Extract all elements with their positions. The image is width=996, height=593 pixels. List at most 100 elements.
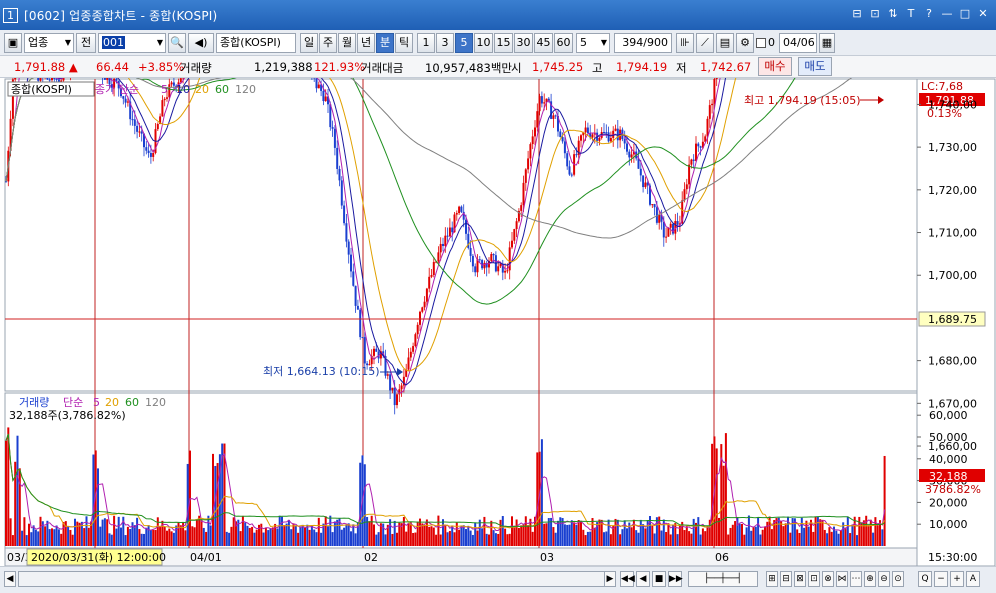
candle-up (704, 136, 707, 142)
calendar-icon[interactable]: ▦ (819, 33, 835, 53)
market-type-value: 업종 (28, 36, 49, 49)
period-tick-button[interactable]: 틱 (395, 33, 413, 53)
rewind-icon[interactable]: ◀◀ (620, 571, 635, 587)
period-day-button[interactable]: 일 (300, 33, 318, 53)
tool-3-icon[interactable]: ⊠ (794, 571, 806, 587)
volume-bar-up (782, 526, 785, 546)
period-year-button[interactable]: 년 (357, 33, 375, 53)
auto-scale-icon[interactable]: A (966, 571, 980, 587)
interval-5-button[interactable]: 5 (455, 33, 473, 53)
help-icon[interactable]: ? (926, 7, 932, 20)
font-icon[interactable]: T (907, 7, 915, 20)
volume-bar-up (770, 529, 773, 546)
bar-tool-icon[interactable]: ⊪ (676, 33, 694, 53)
chart-type-icon[interactable]: ▣ (4, 33, 22, 53)
count-field[interactable]: 394/900 (614, 33, 672, 53)
buy-button[interactable]: 매수 (758, 57, 792, 76)
tool-6-icon[interactable]: ⋈ (836, 571, 848, 587)
period-minute-button[interactable]: 분 (376, 33, 394, 53)
candle-up (543, 102, 546, 104)
jeon-button[interactable]: 전 (76, 33, 96, 53)
zoom-in-icon[interactable]: + (950, 571, 964, 587)
tool-8-icon[interactable]: ⊕ (864, 571, 876, 587)
candle-down (616, 128, 619, 141)
minimize-icon[interactable]: — (941, 7, 953, 20)
save-icon[interactable]: ▤ (716, 33, 734, 53)
volume-bar-down (462, 525, 465, 546)
date-checkbox[interactable] (756, 38, 766, 48)
volume-bar-down (80, 521, 83, 546)
volume-bar-up (191, 526, 194, 546)
sort-icon[interactable]: ⇅ (888, 7, 898, 20)
tool-4-icon[interactable]: ⊡ (808, 571, 820, 587)
candle-up (166, 97, 168, 99)
maximize-icon[interactable]: □ (959, 7, 971, 20)
tool-10-icon[interactable]: ⊙ (892, 571, 904, 587)
volume-bar-up (796, 529, 799, 546)
volume-bar-up (216, 463, 219, 546)
zoom-slider[interactable]: ├──┼──┤ (688, 571, 758, 587)
interval-30-button[interactable]: 30 (514, 33, 533, 53)
gear-icon[interactable]: ⚙ (736, 33, 754, 53)
volume-legend-ma60: 60 (125, 396, 139, 409)
period-week-button[interactable]: 주 (319, 33, 337, 53)
tool-7-icon[interactable]: ⋯ (850, 571, 862, 587)
candle-down (108, 74, 111, 85)
volume-bar-down (501, 516, 504, 546)
market-type-select[interactable]: 업종 ▼ (24, 33, 74, 53)
candle-up (711, 103, 714, 106)
date-input[interactable]: 04/06 (779, 33, 817, 53)
current-volume-box (919, 469, 985, 482)
interval-60-button[interactable]: 60 (554, 33, 573, 53)
sound-icon[interactable]: ◀) (188, 33, 214, 53)
volume-bar-down (285, 523, 288, 546)
volume-bar-up (126, 526, 129, 546)
tool-9-icon[interactable]: ⊖ (878, 571, 890, 587)
close-icon[interactable]: ✕ (978, 7, 988, 20)
interval-15-button[interactable]: 15 (494, 33, 513, 53)
interval-10-button[interactable]: 10 (474, 33, 493, 53)
sell-button[interactable]: 매도 (798, 57, 832, 76)
stop-icon[interactable]: ■ (652, 571, 666, 587)
candle-up (9, 118, 12, 151)
interval-input[interactable]: 5 ▼ (576, 33, 610, 53)
volume-bar-down (561, 518, 564, 546)
candle-down (540, 96, 543, 104)
link-icon[interactable]: ⊟ (852, 7, 862, 20)
candle-up (632, 151, 635, 155)
interval-45-button[interactable]: 45 (534, 33, 553, 53)
draw-tool-icon[interactable]: ⟋ (696, 33, 714, 53)
volume-bar-up (865, 515, 868, 546)
candle-down (557, 116, 559, 132)
magnifier-icon[interactable]: Q (918, 571, 932, 587)
volume-bar-down (110, 534, 113, 546)
tool-1-icon[interactable]: ⊞ (766, 571, 778, 587)
volume-bar-up (844, 527, 847, 546)
fast-forward-icon[interactable]: ▶▶ (668, 571, 683, 587)
candle-down (446, 235, 449, 237)
search-icon[interactable]: 🔍 (168, 33, 186, 53)
volume-bar-down (736, 517, 739, 546)
layout-icon[interactable]: ⊡ (870, 7, 880, 20)
volume-bar-down (124, 535, 127, 546)
interval-1-button[interactable]: 1 (417, 33, 435, 53)
horizontal-scroll-track[interactable] (18, 571, 616, 587)
period-month-button[interactable]: 월 (338, 33, 356, 53)
zoom-out-icon[interactable]: − (934, 571, 948, 587)
price-tick-label: 1,700,00 (928, 269, 977, 282)
volume-bar-up (23, 517, 26, 546)
volume-bar-up (582, 529, 585, 546)
chart-svg[interactable]: 종합(KOSPI) 종가 단순 5 10 20 60 120 최고 1,794.… (0, 0, 996, 567)
volume-bar-down (837, 533, 840, 546)
candle-down (699, 146, 702, 148)
play-prev-icon[interactable]: ◀ (636, 571, 650, 587)
volume-bar-down (554, 532, 557, 546)
scroll-left-icon[interactable]: ◀ (4, 571, 16, 587)
tool-5-icon[interactable]: ⊗ (822, 571, 834, 587)
tool-2-icon[interactable]: ⊟ (780, 571, 792, 587)
scroll-right-icon[interactable]: ▶ (604, 571, 616, 587)
volume-bar-down (586, 531, 589, 546)
interval-3-button[interactable]: 3 (436, 33, 454, 53)
code-input[interactable]: 001 ▼ (98, 33, 166, 53)
chart-area[interactable]: 종합(KOSPI) 종가 단순 5 10 20 60 120 최고 1,794.… (0, 0, 996, 567)
